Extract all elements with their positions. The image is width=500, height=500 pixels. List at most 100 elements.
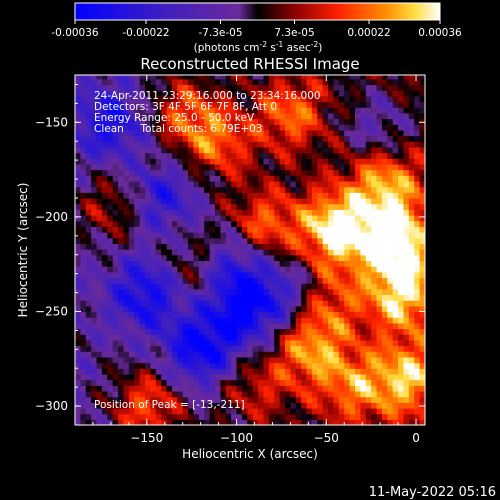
heatmap-cell xyxy=(365,300,372,307)
heatmap-cell xyxy=(118,209,125,216)
heatmap-cell xyxy=(225,135,232,142)
heatmap-cell xyxy=(139,180,146,188)
heatmap-cell xyxy=(360,254,367,262)
heatmap-cell xyxy=(193,215,200,222)
heatmap-cell xyxy=(328,362,335,369)
heatmap-cell xyxy=(209,328,216,335)
heatmap-cell xyxy=(403,339,410,347)
heatmap-cell xyxy=(306,305,313,313)
heatmap-cell xyxy=(193,311,200,318)
heatmap-cell xyxy=(371,390,378,398)
heatmap-cell xyxy=(258,317,265,324)
heatmap-cell xyxy=(338,163,345,171)
heatmap-cell xyxy=(371,158,378,165)
heatmap-cell xyxy=(285,419,291,425)
heatmap-cell xyxy=(204,84,211,91)
heatmap-cell xyxy=(376,163,383,171)
heatmap-cell xyxy=(85,305,92,313)
heatmap-cell xyxy=(225,396,232,403)
heatmap-cell xyxy=(328,373,335,381)
heatmap-cell xyxy=(403,237,410,244)
heatmap-cell xyxy=(344,180,351,188)
heatmap-cell xyxy=(96,345,103,352)
heatmap-cell xyxy=(204,203,211,210)
heatmap-cell xyxy=(279,322,286,330)
heatmap-cell xyxy=(204,158,211,165)
heatmap-cell xyxy=(306,334,313,341)
heatmap-cell xyxy=(344,169,351,176)
heatmap-cell xyxy=(344,254,351,262)
heatmap-cell xyxy=(209,152,216,159)
heatmap-cell xyxy=(338,305,345,313)
heatmap-cell xyxy=(171,300,178,307)
heatmap-cell xyxy=(139,192,146,199)
heatmap-cell xyxy=(274,129,281,137)
heatmap-cell xyxy=(236,407,243,415)
heatmap-cell xyxy=(322,271,329,279)
heatmap-cell xyxy=(306,379,313,386)
heatmap-cell xyxy=(225,288,232,296)
heatmap-cell xyxy=(365,413,372,420)
heatmap-cell xyxy=(408,328,415,335)
heatmap-cell xyxy=(193,385,200,392)
heatmap-cell xyxy=(107,419,114,425)
heatmap-cell xyxy=(241,237,248,244)
heatmap-cell xyxy=(193,135,200,142)
heatmap-cell xyxy=(274,197,281,205)
heatmap-cell xyxy=(150,277,157,284)
heatmap-cell xyxy=(392,146,399,154)
heatmap-cell xyxy=(171,305,178,313)
heatmap-cell xyxy=(123,215,130,222)
heatmap-cell xyxy=(414,311,421,318)
heatmap-cell xyxy=(398,107,405,114)
heatmap-cell xyxy=(75,220,81,227)
heatmap-cell xyxy=(80,192,87,199)
heatmap-cell xyxy=(290,407,297,415)
heatmap-cell xyxy=(252,232,259,239)
heatmap-cell xyxy=(263,107,270,114)
heatmap-cell xyxy=(414,362,421,369)
heatmap-cell xyxy=(365,232,372,239)
heatmap-cell xyxy=(408,209,415,216)
heatmap-cell xyxy=(268,402,275,409)
heatmap-cell xyxy=(279,192,286,199)
heatmap-cell xyxy=(306,84,313,91)
heatmap-cell xyxy=(171,271,178,279)
heatmap-cell xyxy=(333,78,340,86)
heatmap-cell xyxy=(85,373,92,381)
heatmap-cell xyxy=(247,322,254,330)
heatmap-cell xyxy=(381,385,388,392)
heatmap-cell xyxy=(338,95,345,103)
heatmap-cell xyxy=(171,407,178,415)
heatmap-cell xyxy=(182,90,189,97)
heatmap-cell xyxy=(365,362,372,369)
heatmap-cell xyxy=(317,322,324,330)
heatmap-cell xyxy=(338,112,345,120)
heatmap-cell xyxy=(252,152,259,159)
heatmap-cell xyxy=(328,317,335,324)
heatmap-cell xyxy=(80,232,87,239)
heatmap-cell xyxy=(279,107,286,114)
heatmap-cell xyxy=(171,226,178,233)
heatmap-cell xyxy=(128,305,135,313)
heatmap-cell xyxy=(376,226,383,233)
heatmap-cell xyxy=(171,385,178,392)
heatmap-cell xyxy=(285,396,291,403)
heatmap-cell xyxy=(392,237,399,244)
heatmap-cell xyxy=(155,112,162,120)
heatmap-cell xyxy=(123,90,130,97)
heatmap-cell xyxy=(306,356,313,364)
heatmap-cell xyxy=(171,294,178,301)
heatmap-cell xyxy=(96,396,103,403)
heatmap-cell xyxy=(166,271,173,279)
heatmap-cell xyxy=(96,175,103,182)
heatmap-cell xyxy=(295,294,302,301)
heatmap-cell xyxy=(220,271,227,279)
heatmap-cell xyxy=(317,356,324,364)
heatmap-cell xyxy=(268,328,275,335)
heatmap-cell xyxy=(209,169,216,176)
heatmap-cell xyxy=(268,322,275,330)
heatmap-cell xyxy=(311,373,318,381)
heatmap-cell xyxy=(161,254,168,262)
heatmap-cell xyxy=(349,141,356,148)
